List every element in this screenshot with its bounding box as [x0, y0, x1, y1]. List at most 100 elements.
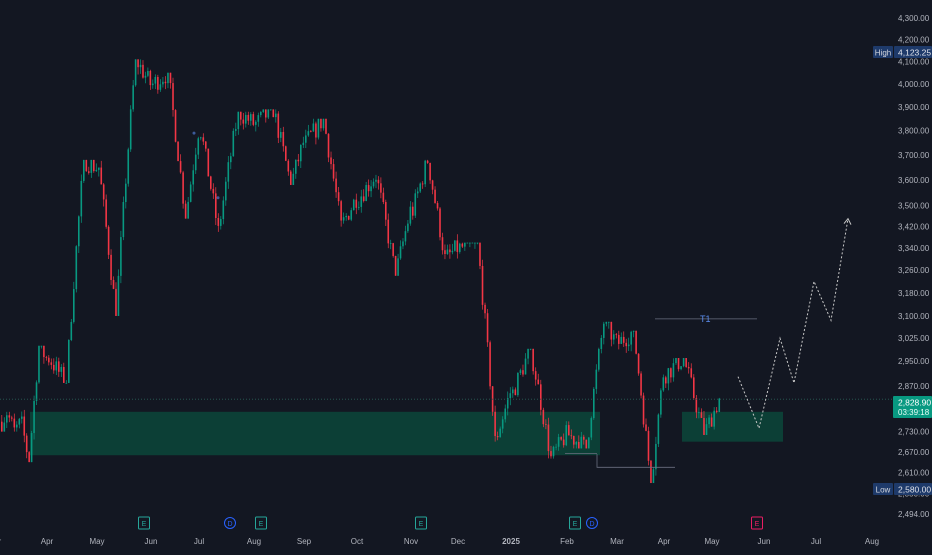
candle-body — [399, 246, 402, 259]
candle-body — [414, 193, 417, 216]
candle-body — [575, 441, 578, 445]
candle-body — [112, 279, 115, 289]
candle-body — [705, 424, 708, 435]
event-marker-badge — [751, 516, 763, 530]
candle-body — [205, 141, 207, 149]
candle-body — [509, 393, 512, 399]
candle-body — [307, 131, 310, 136]
candle-body — [519, 370, 522, 373]
signal-dot — [192, 131, 196, 135]
candle-body — [107, 226, 110, 255]
candle-body — [527, 348, 529, 359]
candle-body — [270, 109, 272, 111]
candle-body — [129, 109, 132, 150]
earnings-event-marker[interactable]: E — [751, 516, 763, 530]
candle-body — [499, 428, 501, 438]
dividend-event-marker[interactable]: D — [224, 517, 236, 529]
candle-body — [50, 362, 53, 365]
candle-body — [272, 109, 275, 118]
candle-body — [222, 200, 225, 220]
earnings-event-marker[interactable]: E — [415, 516, 427, 530]
candle-body — [147, 70, 149, 76]
candle-body — [58, 361, 60, 372]
candle-body — [117, 275, 120, 316]
candle-body — [242, 119, 245, 124]
candle-body — [237, 111, 240, 130]
candle-body — [600, 337, 603, 350]
candle-body — [547, 424, 550, 452]
candle-body — [421, 183, 424, 185]
price-tick-label: 3,500.00 — [898, 202, 930, 211]
candle-body — [642, 395, 645, 425]
candle-body — [585, 439, 588, 449]
candle-body — [358, 206, 360, 208]
candle-body — [100, 167, 103, 185]
candle-body — [434, 189, 436, 204]
candle-body — [207, 148, 210, 177]
candle-body — [350, 210, 353, 220]
dividend-event-marker[interactable]: D — [586, 517, 598, 529]
candle-body — [476, 242, 479, 244]
candle-body — [215, 193, 217, 219]
candle-body — [512, 389, 514, 394]
candle-body — [225, 181, 227, 201]
candle-body — [444, 250, 446, 255]
price-tick-label: 3,260.00 — [898, 266, 930, 275]
candle-body — [137, 59, 139, 68]
earnings-event-marker[interactable]: E — [255, 516, 267, 530]
candle-body — [335, 178, 337, 193]
candle-body — [545, 424, 547, 426]
candle-body — [419, 183, 422, 192]
candle-body — [424, 160, 426, 185]
candle-body — [332, 164, 335, 179]
candles-layer — [1, 59, 721, 484]
candle-body — [466, 242, 469, 244]
event-marker-letter: E — [573, 521, 578, 528]
candle-body — [48, 357, 50, 363]
candle-body — [578, 441, 580, 449]
candle-body — [479, 242, 481, 266]
candle-body — [169, 72, 172, 84]
candle-body — [35, 382, 38, 401]
candle-body — [407, 223, 409, 232]
candle-body — [496, 436, 499, 438]
candle-body — [75, 246, 78, 290]
candle-body — [537, 379, 540, 385]
candle-body — [177, 141, 179, 162]
projection-arrow-head — [843, 217, 852, 225]
candle-body — [486, 313, 489, 343]
earnings-event-marker[interactable]: E — [138, 516, 150, 530]
candle-body — [504, 408, 507, 420]
candle-body — [449, 249, 451, 253]
candle-body — [352, 199, 355, 211]
earnings-event-marker[interactable]: E — [569, 516, 581, 530]
candle-body — [187, 201, 189, 219]
low-badge-label: Low — [876, 486, 891, 495]
time-tick-label: Jul — [194, 537, 204, 546]
candle-body — [657, 414, 660, 444]
candle-body — [90, 159, 93, 173]
candle-body — [3, 422, 6, 432]
candle-body — [220, 219, 222, 226]
time-tick-label: Nov — [404, 537, 418, 546]
candle-body — [45, 357, 48, 358]
candle-body — [672, 363, 675, 378]
candle-body — [265, 109, 267, 118]
candle-body — [134, 59, 137, 86]
candle-body — [708, 417, 710, 425]
time-tick-label: Oct — [351, 537, 364, 546]
candle-body — [522, 370, 524, 375]
candle-body — [365, 185, 367, 201]
candle-body — [570, 435, 573, 437]
candle-body — [157, 77, 159, 90]
candle-body — [164, 81, 167, 84]
candle-body — [18, 418, 21, 425]
candle-body — [200, 137, 202, 139]
time-tick-label: Mar — [610, 537, 624, 546]
candle-body — [6, 415, 8, 423]
candle-body — [394, 255, 397, 276]
candle-body — [172, 83, 174, 111]
